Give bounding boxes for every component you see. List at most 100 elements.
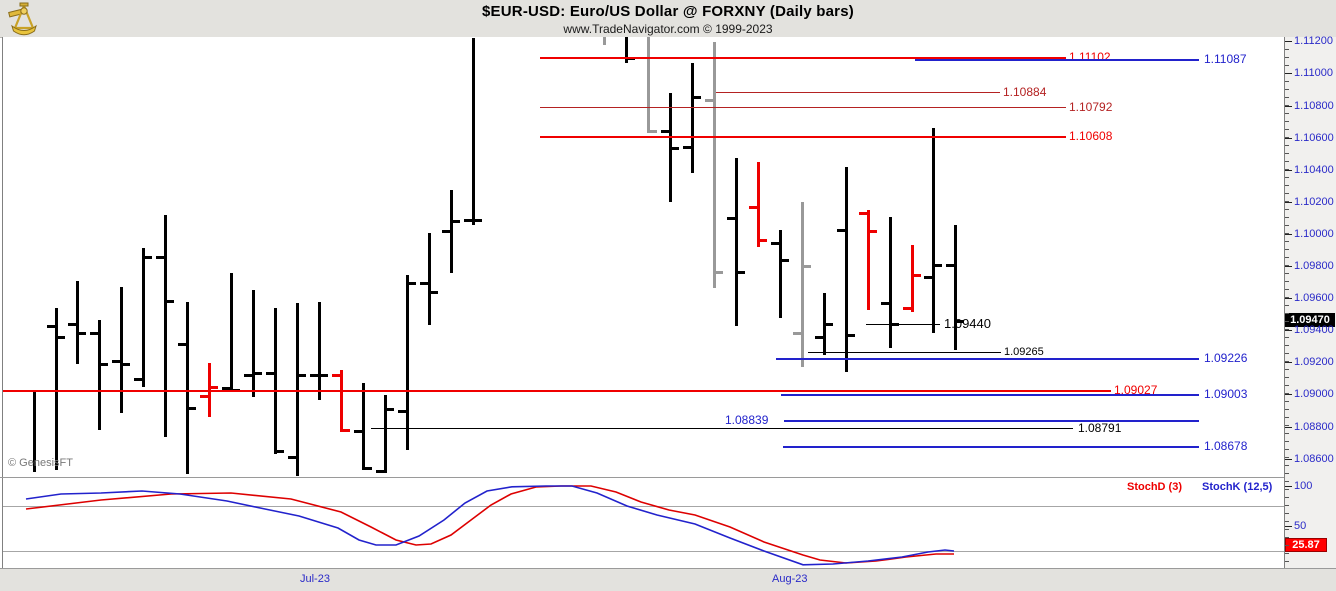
price-level-line[interactable]	[781, 393, 1199, 396]
ohlc-bar[interactable]	[383, 395, 387, 473]
price-level-line[interactable]	[784, 420, 1199, 423]
ohlc-bar[interactable]	[208, 362, 212, 417]
ohlc-bar[interactable]	[252, 290, 255, 397]
axis-major-tick	[1285, 362, 1292, 364]
axis-minor-tick	[1285, 209, 1289, 210]
ohlc-bar[interactable]	[339, 370, 343, 433]
ohlc-bar[interactable]	[888, 217, 892, 348]
price-level-line[interactable]	[776, 358, 1199, 361]
panel-bottom-border	[0, 568, 1336, 569]
axis-major-tick	[1285, 105, 1292, 107]
axis-minor-tick	[1285, 49, 1289, 50]
ohlc-bar[interactable]	[647, 37, 651, 133]
ohlc-bar[interactable]	[273, 308, 277, 455]
ohlc-bar[interactable]	[954, 225, 958, 350]
ohlc-bar[interactable]	[756, 162, 760, 248]
price-level-line[interactable]	[540, 57, 1066, 59]
axis-minor-tick	[1285, 89, 1289, 90]
ohlc-bar[interactable]	[932, 127, 936, 333]
price-level-line[interactable]	[716, 92, 1000, 93]
ohlc-bar[interactable]	[295, 302, 299, 477]
price-axis-label: 1.11000	[1294, 67, 1333, 80]
axis-minor-tick	[1285, 409, 1289, 410]
ohlc-bar[interactable]	[471, 38, 475, 226]
ohlc-bar[interactable]	[142, 248, 146, 387]
open-tick	[331, 373, 341, 377]
ohlc-bar[interactable]	[427, 232, 431, 325]
ohlc-bar[interactable]	[625, 37, 629, 63]
ohlc-bar[interactable]	[317, 301, 321, 400]
price-level-line[interactable]	[540, 106, 1066, 108]
close-tick	[779, 258, 789, 262]
ohlc-bar[interactable]	[54, 308, 58, 470]
ohlc-bar[interactable]	[186, 301, 190, 474]
ohlc-bar[interactable]	[405, 275, 409, 451]
stoch-panel[interactable]: StochD (3) StochK (12,5)	[2, 478, 1285, 568]
axis-minor-tick	[1285, 57, 1289, 58]
ohlc-bar[interactable]	[866, 210, 870, 310]
open-tick	[880, 301, 890, 305]
date-axis[interactable]: Jul-23 Aug-23	[0, 569, 1336, 591]
open-tick	[90, 331, 100, 335]
axis-minor-tick	[1285, 561, 1289, 562]
close-tick	[692, 96, 701, 100]
open-tick	[68, 322, 78, 326]
axis-minor-tick	[1285, 329, 1289, 330]
axis-minor-tick	[1285, 425, 1289, 426]
ohlc-bar[interactable]	[98, 320, 102, 430]
ohlc-bar[interactable]	[120, 287, 124, 413]
ohlc-bar[interactable]	[691, 62, 694, 173]
axis-major-tick	[1285, 394, 1292, 396]
chart-subtitle: www.TradeNavigator.com © 1999-2023	[563, 22, 773, 36]
price-level-line[interactable]	[866, 323, 940, 325]
price-level-line[interactable]	[540, 136, 1066, 139]
axis-minor-tick	[1285, 113, 1289, 114]
ohlc-bar[interactable]	[449, 190, 453, 274]
price-axis-label: 1.10000	[1294, 227, 1334, 240]
stoch-d-line[interactable]	[25, 485, 954, 564]
axis-minor-tick	[1285, 345, 1289, 346]
genesis-watermark: © GenesisFT	[8, 457, 73, 469]
open-tick	[704, 98, 714, 102]
ohlc-bar[interactable]	[844, 166, 848, 372]
open-tick	[748, 205, 758, 209]
price-level-label: 1.08791	[1078, 420, 1122, 435]
ohlc-bar[interactable]	[32, 390, 36, 472]
price-axis[interactable]: 1.09470 25.87 1.11200 1.11000 1.10800 1.106…	[1284, 35, 1336, 568]
ohlc-bar[interactable]	[712, 41, 716, 288]
stoch-d-legend[interactable]: StochD (3)	[1127, 481, 1182, 493]
axis-minor-tick	[1285, 217, 1289, 218]
ohlc-bar[interactable]	[800, 201, 804, 367]
price-level-label: 1.09226	[1204, 351, 1248, 366]
price-level-line[interactable]	[783, 446, 1199, 449]
axis-minor-tick	[1285, 497, 1289, 498]
price-level-line[interactable]	[3, 390, 1111, 392]
axis-minor-tick	[1285, 193, 1289, 194]
axis-major-tick	[1285, 426, 1292, 428]
ohlc-bar[interactable]	[910, 244, 914, 312]
price-level-line[interactable]	[371, 427, 1073, 429]
price-level-line[interactable]	[915, 59, 1199, 62]
price-level-line[interactable]	[808, 351, 1001, 353]
close-tick	[77, 331, 87, 335]
ohlc-bar[interactable]	[230, 273, 233, 391]
stoch-k-line[interactable]	[25, 485, 955, 566]
price-panel[interactable]: 1.11102 1.11087 1.10884 1.10792 1.10608 1.094…	[2, 37, 1285, 477]
ohlc-bar[interactable]	[361, 383, 365, 470]
axis-major-tick	[1285, 169, 1292, 171]
axis-minor-tick	[1285, 441, 1289, 442]
axis-minor-tick	[1285, 537, 1289, 538]
panel-separator[interactable]	[0, 477, 1284, 478]
axis-minor-tick	[1285, 145, 1289, 146]
ohlc-bar[interactable]	[76, 281, 80, 365]
axis-minor-tick	[1285, 369, 1289, 370]
open-tick	[156, 255, 166, 259]
ohlc-bar[interactable]	[778, 230, 782, 318]
stoch-k-legend[interactable]: StochK (12,5)	[1202, 481, 1273, 493]
axis-minor-tick	[1285, 417, 1289, 418]
price-level-label: 1.08678	[1204, 439, 1248, 454]
ohlc-bar[interactable]	[164, 214, 168, 437]
ohlc-bar[interactable]	[734, 158, 738, 326]
ohlc-bar[interactable]	[603, 37, 607, 45]
stoch-gridline	[3, 505, 1285, 507]
